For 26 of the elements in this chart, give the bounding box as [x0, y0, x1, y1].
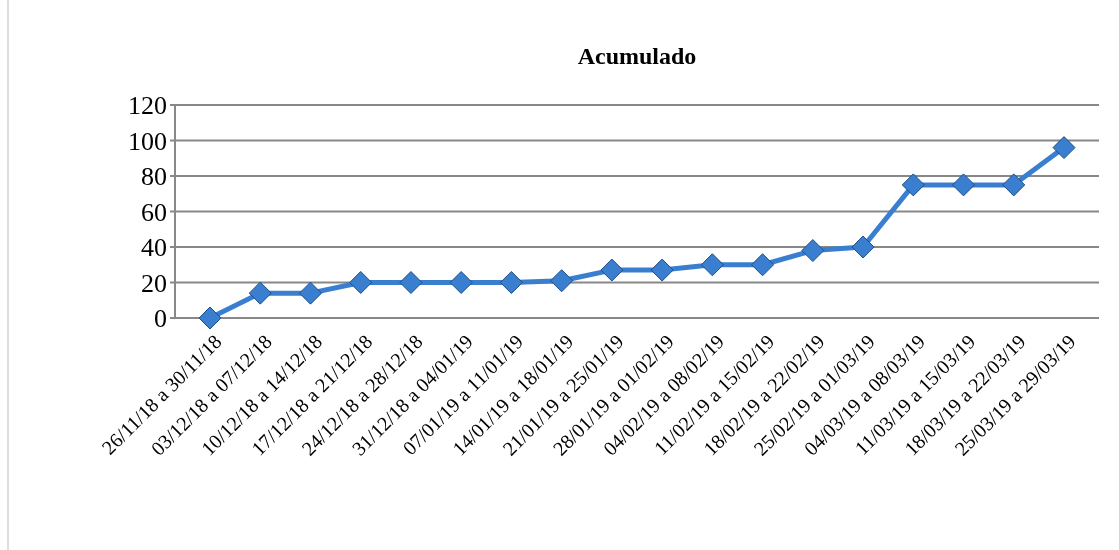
point — [550, 269, 574, 293]
y-tick-label: 60 — [141, 197, 167, 227]
point — [399, 271, 423, 294]
point — [650, 258, 674, 282]
point — [499, 271, 523, 294]
point — [952, 173, 976, 197]
chart-title: Acumulado — [577, 43, 697, 69]
point — [248, 281, 272, 305]
point — [198, 306, 222, 330]
point — [449, 271, 473, 294]
point — [751, 253, 775, 277]
y-tick-label: 80 — [141, 162, 167, 192]
point — [1002, 173, 1026, 197]
y-tick-label: 20 — [141, 268, 167, 298]
point — [600, 258, 624, 282]
point — [700, 253, 724, 277]
point — [801, 239, 825, 263]
point — [901, 173, 925, 197]
y-tick-label: 0 — [154, 304, 167, 334]
y-tick-label: 100 — [128, 126, 167, 156]
point — [1052, 136, 1076, 160]
point — [298, 281, 322, 305]
y-tick-label: 120 — [128, 91, 167, 121]
y-tick-label: 40 — [141, 233, 167, 263]
point — [851, 235, 875, 259]
point — [349, 271, 373, 294]
